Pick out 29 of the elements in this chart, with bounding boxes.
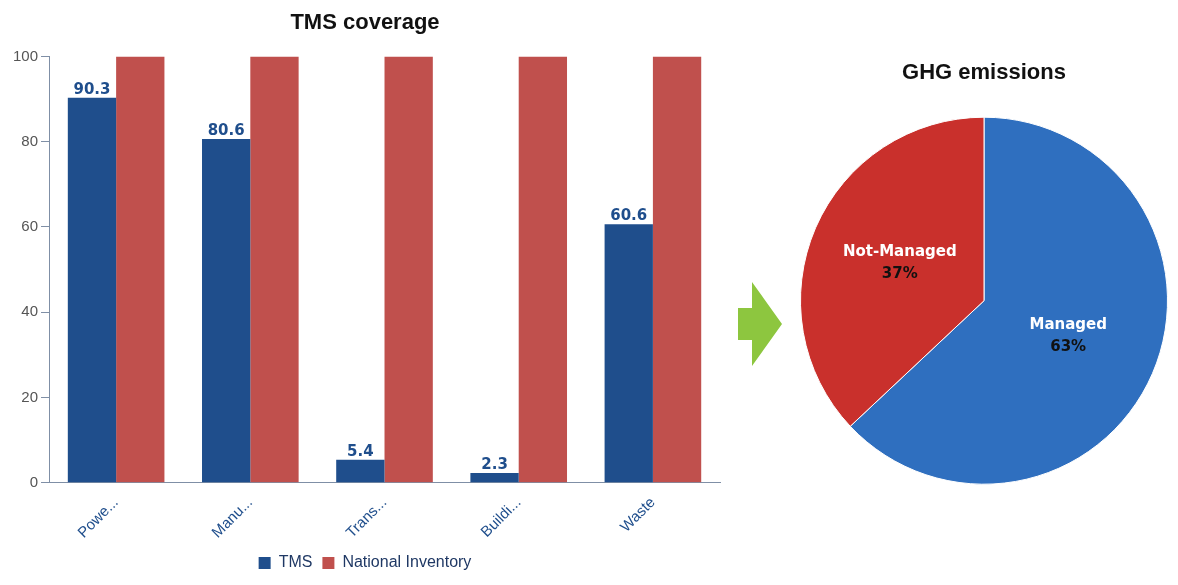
bar: [518, 56, 568, 483]
data-label: 63%: [1050, 337, 1087, 356]
data-label: 5.4: [347, 441, 374, 460]
slice-label: Not-Managed: [842, 242, 957, 261]
bar: [336, 459, 385, 483]
bar: [470, 472, 519, 483]
chart-title: GHG emissions: [902, 59, 1066, 85]
data-label: 60.6: [610, 206, 648, 225]
slice-label: Managed: [1029, 315, 1107, 334]
y-tick-label: 0: [29, 472, 39, 490]
data-label: 90.3: [73, 79, 111, 98]
bar: [384, 56, 433, 483]
bar: [652, 56, 702, 483]
bar: [250, 56, 299, 483]
y-tick-label: 20: [21, 387, 39, 405]
y-tick-label: 60: [21, 217, 39, 235]
data-label: 80.6: [207, 121, 245, 139]
legend-label: TMS: [278, 553, 313, 571]
y-tick-label: 80: [21, 131, 39, 149]
data-label: 37%: [881, 264, 918, 283]
legend-label: National Inventory: [342, 553, 472, 571]
bar: [67, 97, 117, 483]
bar: [202, 139, 251, 483]
bar: [604, 224, 653, 483]
y-tick-label: 100: [13, 46, 39, 64]
data-label: 2.3: [481, 454, 508, 473]
y-tick-label: 40: [21, 302, 39, 320]
chart-title: TMS coverage: [290, 9, 440, 35]
bar: [116, 56, 165, 483]
